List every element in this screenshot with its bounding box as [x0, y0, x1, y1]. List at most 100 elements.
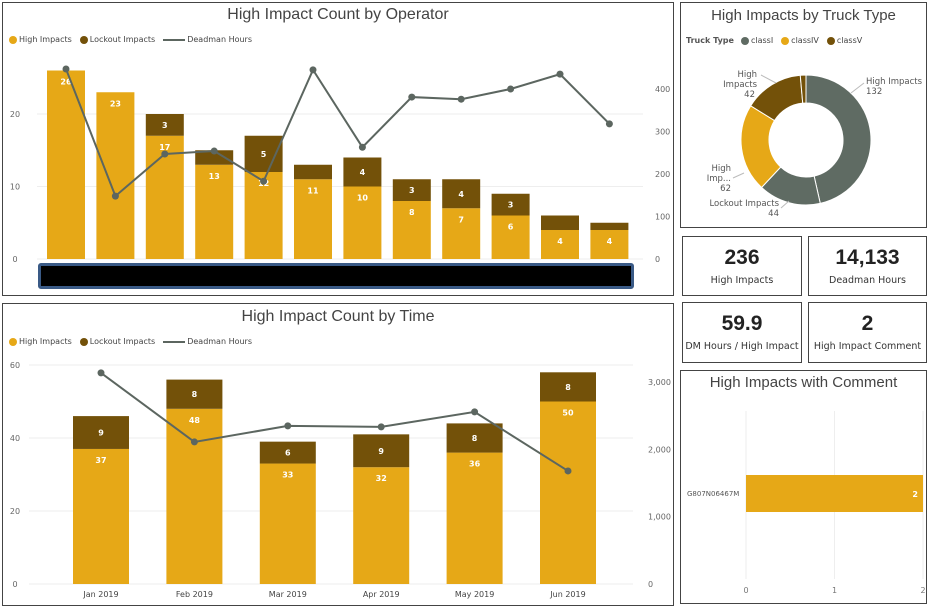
bar-lockout-impacts[interactable]: [442, 179, 481, 209]
y-tick-label: 20: [10, 110, 20, 119]
chart-title: High Impact Count by Time: [241, 308, 435, 325]
bar-lockout-impacts[interactable]: [73, 416, 129, 449]
donut-slice-classI[interactable]: [805, 74, 872, 205]
legend-classIV[interactable]: classIV: [781, 36, 819, 45]
donut-slice-classV[interactable]: [799, 74, 807, 104]
deadman-hours-point[interactable]: [377, 423, 385, 431]
deadman-hours-point[interactable]: [556, 70, 564, 78]
bar-high-impacts[interactable]: [96, 92, 135, 259]
bar-label-high: 26: [60, 78, 72, 87]
bar-high-impacts[interactable]: [392, 201, 431, 259]
legend-lockout[interactable]: Lockout Impacts: [79, 337, 155, 346]
legend-lockout[interactable]: Lockout Impacts: [79, 35, 155, 44]
bar-high-impacts[interactable]: [259, 463, 316, 584]
bar-high-impacts[interactable]: [491, 215, 530, 260]
bar-high-impacts[interactable]: [47, 70, 85, 260]
bar-high-impacts[interactable]: [353, 467, 410, 584]
bar-high-impacts[interactable]: [343, 186, 382, 260]
leader-line[interactable]: [760, 74, 777, 84]
comment-bar[interactable]: [746, 475, 923, 512]
deadman-hours-point[interactable]: [260, 177, 268, 185]
donut-label-classI-high: High Impacts 132: [866, 77, 923, 97]
deadman-hours-point[interactable]: [111, 192, 119, 200]
card-dm-per-impact[interactable]: 59.9 DM Hours / High Impact: [682, 302, 802, 363]
bar-high-impacts[interactable]: [541, 230, 579, 259]
y2-tick-label: 0: [648, 580, 653, 589]
bar-label-lockout: 6: [285, 449, 291, 458]
bar-high-impacts[interactable]: [195, 164, 234, 259]
bar-high-impacts[interactable]: [166, 408, 223, 584]
time-chart-panel[interactable]: High Impact Count by Time High Impacts L…: [2, 303, 674, 606]
y2-tick-label: 3,000: [648, 378, 671, 387]
bar-lockout-impacts[interactable]: [491, 193, 530, 216]
bar-label-high: 4: [557, 237, 563, 246]
y2-tick-label: 1,000: [648, 513, 671, 522]
chart-legend: High Impacts Lockout Impacts Deadman Hou…: [9, 337, 256, 346]
bar-label-lockout: 8: [565, 383, 571, 392]
bar-high-impacts[interactable]: [540, 401, 596, 585]
deadman-hours-point[interactable]: [97, 369, 105, 377]
deadman-hours-point[interactable]: [408, 93, 416, 101]
comment-chart-panel[interactable]: High Impacts with Comment 0 1 2 2 G807N06467…: [680, 370, 927, 604]
comment-chart-svg: 0 1 2 2 G807N06467M: [687, 411, 926, 595]
card-high-impacts[interactable]: 236 High Impacts: [682, 236, 802, 296]
bar-lockout-impacts[interactable]: [145, 114, 184, 136]
bar-lockout-impacts[interactable]: [392, 179, 431, 201]
bar-lockout-impacts[interactable]: [195, 150, 234, 165]
bar-high-impacts[interactable]: [73, 448, 129, 584]
legend-dot-icon: [9, 35, 17, 44]
legend-deadman[interactable]: Deadman Hours: [163, 337, 252, 346]
deadman-hours-point[interactable]: [564, 467, 572, 475]
legend-high[interactable]: High Impacts: [9, 337, 72, 346]
donut-svg: [732, 74, 872, 209]
legend-title: Truck Type: [686, 36, 734, 45]
y-tick-label: 0: [12, 255, 17, 264]
legend-deadman[interactable]: Deadman Hours: [163, 35, 252, 44]
deadman-hours-line[interactable]: [65, 67, 611, 198]
deadman-hours-point[interactable]: [309, 66, 317, 74]
bar-high-impacts[interactable]: [590, 230, 629, 259]
bar-lockout-impacts[interactable]: [540, 372, 596, 402]
y2-tick-label: 400: [655, 85, 670, 94]
card-deadman-hours[interactable]: 14,133 Deadman Hours: [808, 236, 927, 296]
deadman-hours-point[interactable]: [358, 143, 366, 151]
bar-label-high: 4: [607, 237, 613, 246]
donut-label-classV-high: High Impacts 42: [723, 70, 757, 100]
y-tick-label: 20: [10, 507, 20, 516]
deadman-hours-point[interactable]: [507, 85, 515, 93]
legend-classV[interactable]: classV: [826, 36, 862, 45]
deadman-hours-point[interactable]: [471, 408, 479, 416]
leader-line[interactable]: [780, 200, 790, 209]
deadman-hours-point[interactable]: [210, 147, 218, 155]
bar-high-impacts[interactable]: [446, 452, 503, 584]
legend-line-icon: [163, 340, 186, 343]
deadman-hours-point[interactable]: [161, 150, 169, 158]
bar-lockout-impacts[interactable]: [446, 423, 503, 453]
operator-chart-panel[interactable]: High Impact Count by Operator High Impac…: [2, 2, 674, 296]
bar-lockout-impacts[interactable]: [353, 434, 410, 468]
deadman-hours-line[interactable]: [100, 372, 569, 472]
chart-title: High Impacts with Comment: [709, 374, 898, 391]
deadman-hours-point[interactable]: [605, 120, 613, 128]
deadman-hours-point[interactable]: [457, 95, 465, 103]
bar-high-impacts[interactable]: [244, 172, 283, 259]
deadman-hours-point[interactable]: [190, 438, 198, 446]
y2-tick-label: 2,000: [648, 445, 671, 454]
bar-lockout-impacts[interactable]: [259, 441, 316, 464]
bar-lockout-impacts[interactable]: [541, 215, 579, 231]
legend-high[interactable]: High Impacts: [9, 35, 72, 44]
deadman-hours-point[interactable]: [284, 422, 292, 430]
bar-lockout-impacts[interactable]: [166, 379, 223, 409]
bar-high-impacts[interactable]: [442, 208, 481, 259]
bar-lockout-impacts[interactable]: [343, 157, 382, 187]
y-tick-label: 10: [10, 183, 20, 192]
bar-high-impacts[interactable]: [294, 179, 332, 259]
truck-type-panel[interactable]: High Impacts by Truck Type Truck Type cl…: [680, 2, 927, 228]
bar-lockout-impacts[interactable]: [294, 164, 332, 180]
legend-classI[interactable]: classI: [740, 36, 773, 45]
deadman-hours-point[interactable]: [62, 65, 70, 73]
leader-line[interactable]: [850, 82, 865, 94]
leader-line[interactable]: [732, 172, 745, 179]
bar-lockout-impacts[interactable]: [590, 222, 629, 230]
card-impact-comment[interactable]: 2 High Impact Comment: [808, 302, 927, 363]
